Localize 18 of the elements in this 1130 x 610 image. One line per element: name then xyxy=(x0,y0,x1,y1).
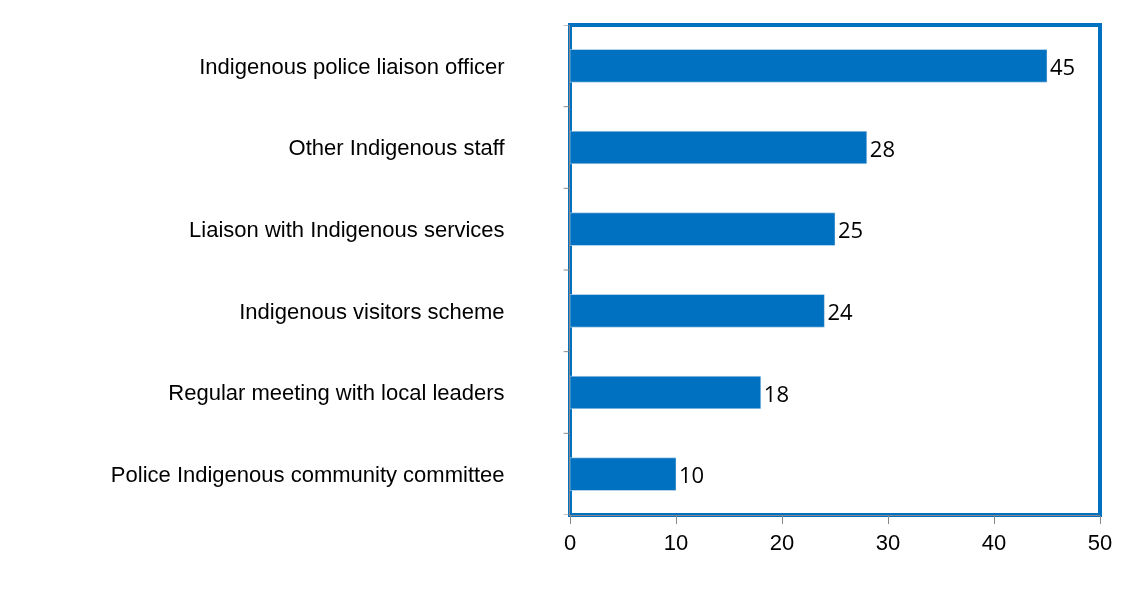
data-label: 18 xyxy=(763,377,789,408)
x-tick-label: 0 xyxy=(563,530,577,556)
y-tick-label: Liaison with Indigenous services xyxy=(189,216,505,242)
y-tick-label: Other Indigenous staff xyxy=(288,135,506,161)
data-label: 10 xyxy=(679,459,705,490)
data-label: 24 xyxy=(827,295,853,326)
x-tick-label: 40 xyxy=(981,530,1007,556)
data-label: 28 xyxy=(869,132,895,163)
x-tick-label: 20 xyxy=(769,530,795,556)
x-tick-label: 50 xyxy=(1087,530,1113,556)
y-tick-label: Regular meeting with local leaders xyxy=(168,380,505,406)
x-tick-label: 10 xyxy=(663,530,689,556)
y-tick-label: Indigenous visitors scheme xyxy=(239,298,505,324)
data-label: 45 xyxy=(1050,50,1076,81)
x-tick-label: 30 xyxy=(875,530,901,556)
data-label: 25 xyxy=(838,214,864,245)
y-tick-label: Indigenous police liaison officer xyxy=(199,53,505,79)
y-tick-label: Police Indigenous community committee xyxy=(110,461,505,487)
